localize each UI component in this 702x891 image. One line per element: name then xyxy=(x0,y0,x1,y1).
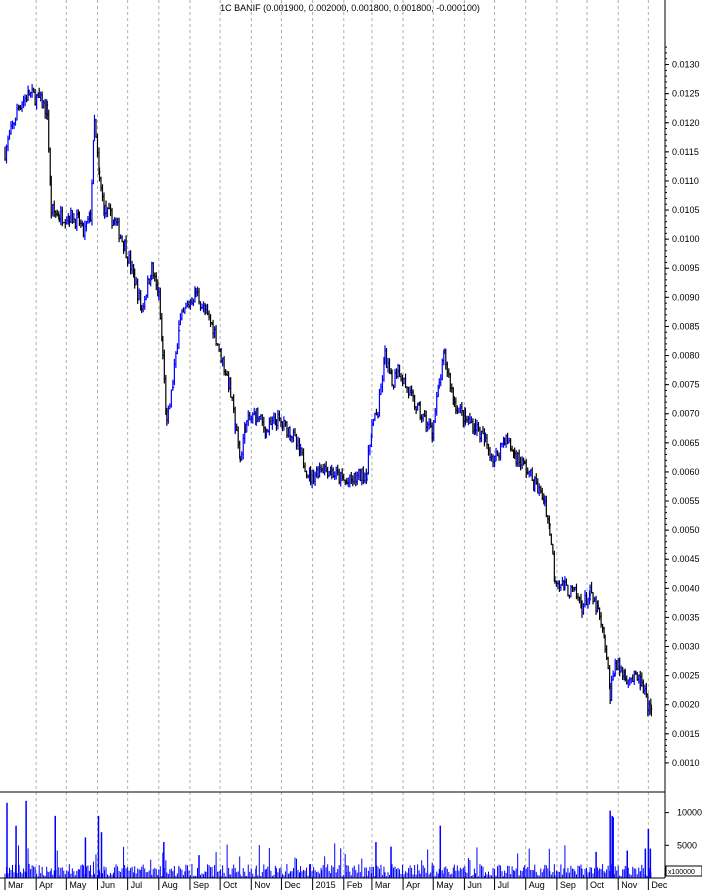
y-tick-label: 0.0125 xyxy=(672,89,700,99)
y-tick-label: 0.0090 xyxy=(672,292,700,302)
x-tick-label: Aug xyxy=(529,880,545,890)
x-tick-label: Mar xyxy=(8,880,24,890)
x-tick-label: Aug xyxy=(162,880,178,890)
y-tick-label: 0.0025 xyxy=(672,671,700,681)
y-tick-label: 0.0060 xyxy=(672,467,700,477)
x-tick-label: Jul xyxy=(498,880,510,890)
y-tick-label: 0.0070 xyxy=(672,409,700,419)
x-tick-label: May xyxy=(436,880,454,890)
y-tick-label: 0.0030 xyxy=(672,642,700,652)
y-tick-label: 0.0130 xyxy=(672,60,700,70)
y-tick-label: 0.0035 xyxy=(672,612,700,622)
y-tick-label: 0.0120 xyxy=(672,118,700,128)
x-tick-label: Sep xyxy=(560,880,576,890)
y-tick-label: 0.0115 xyxy=(672,147,699,157)
y-tick-label: 0.0050 xyxy=(672,525,700,535)
y-tick-label: 0.0095 xyxy=(672,263,700,273)
y-tick-label: 0.0010 xyxy=(672,758,700,768)
volume-unit-box xyxy=(665,865,702,877)
x-tick-label: Apr xyxy=(39,880,53,890)
x-tick-label: Nov xyxy=(621,880,638,890)
x-tick-label: 2015 xyxy=(316,880,336,890)
y-tick-label: 0.0045 xyxy=(672,554,700,564)
x-tick-label: Dec xyxy=(284,880,301,890)
y-tick-label: 0.0105 xyxy=(672,205,700,215)
y-tick-label: 0.0075 xyxy=(672,380,700,390)
y-tick-label: 0.0055 xyxy=(672,496,700,506)
x-tick-label: Feb xyxy=(347,880,363,890)
x-tick-label: Oct xyxy=(223,880,238,890)
x-tick-label: Sep xyxy=(193,880,209,890)
y-tick-label: 0.0110 xyxy=(672,176,699,186)
grid xyxy=(35,0,649,878)
x-tick-label: Jul xyxy=(131,880,143,890)
volume-unit-label: x100000 xyxy=(668,869,695,876)
y-tick-label: 0.0020 xyxy=(672,700,700,710)
price-bars xyxy=(4,84,653,717)
x-tick-label: Jun xyxy=(100,880,115,890)
y-tick-label: 0.0015 xyxy=(672,729,700,739)
y-tick-label: 0.0085 xyxy=(672,321,700,331)
volume-bars xyxy=(4,800,652,878)
x-tick-label: Nov xyxy=(254,880,271,890)
volume-tick-label: 5000 xyxy=(677,840,697,850)
x-tick-label: Dec xyxy=(651,880,668,890)
y-tick-label: 0.0100 xyxy=(672,234,700,244)
chart-title: 1C BANIF (0.001900, 0.002000, 0.001800, … xyxy=(220,3,480,13)
y-tick-label: 0.0065 xyxy=(672,438,700,448)
x-tick-label: Oct xyxy=(590,880,605,890)
x-tick-label: May xyxy=(69,880,87,890)
y-tick-label: 0.0040 xyxy=(672,583,700,593)
y-tick-label: 0.0080 xyxy=(672,351,700,361)
volume-tick-label: 10000 xyxy=(677,808,702,818)
x-tick-label: Apr xyxy=(406,880,420,890)
x-tick-label: Jun xyxy=(467,880,482,890)
x-tick-label: Mar xyxy=(375,880,391,890)
